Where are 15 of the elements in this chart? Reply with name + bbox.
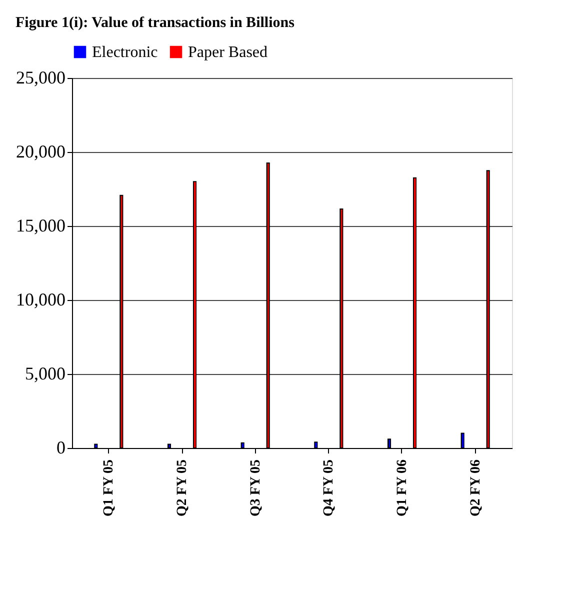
y-tick-label: 25,000 (16, 68, 66, 88)
legend-label: Electronic (92, 44, 158, 61)
x-tick-label: Q4 FY 05 (322, 460, 337, 517)
x-tick-label: Q3 FY 05 (248, 460, 264, 517)
y-tick-label: 15,000 (16, 216, 66, 236)
x-tick-label: Q2 FY 06 (468, 460, 484, 517)
y-tick-label: 10,000 (16, 290, 66, 310)
x-tick-label: Q1 FY 06 (395, 460, 410, 517)
legend-label: Paper Based (188, 44, 268, 61)
x-tick-label: Q2 FY 05 (175, 460, 190, 517)
y-tick-label: 20,000 (16, 142, 66, 162)
y-tick-label: 5,000 (25, 364, 66, 384)
chart-title: Figure 1(i): Value of transactions in Billions (16, 15, 295, 31)
x-tick-label: Q1 FY 05 (102, 460, 117, 517)
y-tick-label: 0 (56, 438, 66, 458)
